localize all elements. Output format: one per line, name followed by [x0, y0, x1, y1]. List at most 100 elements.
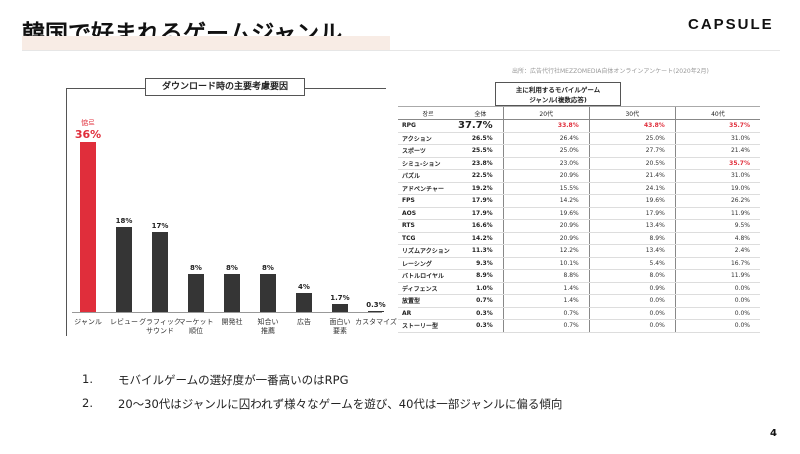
value-cell: 25.0%	[588, 132, 676, 145]
value-cell: 0.9%	[588, 282, 676, 295]
bar-category-label: 面白い 要素	[329, 318, 351, 335]
genre-cell: TCG	[398, 232, 458, 245]
title-divider	[22, 50, 780, 51]
table-row: ストーリー型 0.3% 0.7% 0.0% 0.0%	[398, 319, 760, 333]
value-cell: 37.7%	[458, 119, 504, 133]
bar-category-label: グラフィック サウンド	[139, 318, 181, 335]
value-cell: 11.3%	[458, 244, 504, 258]
value-cell: 0.0%	[674, 294, 760, 308]
value-cell: 19.6%	[588, 194, 676, 208]
table-row: TCG 14.2% 20.9% 8.9% 4.8%	[398, 232, 760, 245]
value-cell: 21.4%	[588, 169, 676, 183]
value-cell: 5.4%	[588, 257, 676, 270]
chart-bar	[80, 142, 96, 312]
chart-bar	[188, 274, 204, 312]
value-cell: 20.9%	[502, 232, 590, 245]
value-cell: 20.5%	[588, 157, 676, 170]
genre-cell: AOS	[398, 207, 458, 220]
value-cell: 0.0%	[674, 319, 760, 333]
value-cell: 22.5%	[458, 169, 504, 183]
value-cell: 23.0%	[502, 157, 590, 170]
table-header-row: 장르 全体 20代 30代 40代	[398, 106, 760, 120]
genre-cell: ディフェンス	[398, 282, 458, 295]
bar-category-label: 開発社	[221, 318, 243, 326]
bar-category-label: カスタマイズ	[355, 318, 397, 326]
table-row: AR 0.3% 0.7% 0.0% 0.0%	[398, 307, 760, 320]
value-cell: 0.0%	[588, 294, 676, 308]
table-caption: 主に利用するモバイルゲーム ジャンル(複数応答)	[495, 82, 621, 106]
bar-category-label: レビュー	[110, 318, 138, 326]
value-cell: 16.6%	[458, 219, 504, 233]
value-cell: 0.7%	[502, 319, 590, 333]
value-cell: 9.5%	[674, 219, 760, 233]
chart-bar	[368, 310, 384, 312]
genre-cell: 放置型	[398, 294, 458, 308]
bar-top-label: 惦르	[81, 119, 95, 127]
genre-cell: スポーツ	[398, 144, 458, 158]
genre-cell: アクション	[398, 132, 458, 145]
chart-left-rule	[66, 88, 67, 336]
bar-value-label: 8%	[262, 264, 274, 273]
value-cell: 4.8%	[674, 232, 760, 245]
value-cell: 8.9%	[458, 269, 504, 283]
bar-value-label: 18%	[115, 217, 133, 225]
value-cell: 17.9%	[458, 207, 504, 220]
value-cell: 43.8%	[588, 119, 676, 133]
note-text: モバイルゲームの選好度が一番高いのはRPG	[118, 373, 349, 387]
bar-value-label: 8%	[190, 264, 202, 273]
bar-category-label: 知合い 推薦	[257, 318, 279, 335]
table-column-header: 30代	[588, 106, 676, 120]
genre-cell: レーシング	[398, 257, 458, 270]
chart-bar	[152, 231, 168, 312]
value-cell: 0.3%	[458, 307, 504, 320]
table-row: バトルロイヤル 8.9% 8.8% 8.0% 11.9%	[398, 269, 760, 283]
table-row: シミュ-ション 23.8% 23.0% 20.5% 35.7%	[398, 157, 760, 170]
title-highlight-band	[22, 36, 390, 50]
value-cell: 20.9%	[502, 169, 590, 183]
table-row: 放置型 0.7% 1.4% 0.0% 0.0%	[398, 294, 760, 308]
value-cell: 0.0%	[588, 319, 676, 333]
value-cell: 2.4%	[674, 244, 760, 258]
value-cell: 1.4%	[502, 282, 590, 295]
value-cell: 20.9%	[502, 219, 590, 233]
download-factor-chart: ダウンロード時の主要考慮要因 36% 惦르 ジャンル 18% レビュー 17% グラフィック…	[66, 78, 397, 342]
value-cell: 23.8%	[458, 157, 504, 170]
value-cell: 1.0%	[458, 282, 504, 295]
value-cell: 24.1%	[588, 182, 676, 195]
table-body: RPG 37.7% 33.8% 43.8% 35.7% アクション 26.5% 26.4% 25…	[398, 119, 760, 333]
chart-title: ダウンロード時の主要考慮要因	[145, 78, 305, 96]
value-cell: 10.1%	[502, 257, 590, 270]
table-column-header: 20代	[502, 106, 590, 120]
table-column-header: 全体	[458, 106, 504, 120]
genre-cell: シミュ-ション	[398, 157, 458, 170]
table-row: アクション 26.5% 26.4% 25.0% 31.0%	[398, 132, 760, 145]
value-cell: 13.4%	[588, 244, 676, 258]
genre-cell: RPG	[398, 119, 458, 133]
bar-value-label: 36%	[74, 128, 102, 141]
value-cell: 0.3%	[458, 319, 504, 333]
value-cell: 14.2%	[458, 232, 504, 245]
table-row: アドベンチャー 19.2% 15.5% 24.1% 19.0%	[398, 182, 760, 195]
bar-category-label: マーケット 順位	[178, 318, 214, 335]
value-cell: 12.2%	[502, 244, 590, 258]
table-row: リズムアクション 11.3% 12.2% 13.4% 2.4%	[398, 244, 760, 258]
value-cell: 26.4%	[502, 132, 590, 145]
chart-bar	[332, 303, 348, 312]
value-cell: 16.7%	[674, 257, 760, 270]
genre-cell: バトルロイヤル	[398, 269, 458, 283]
value-cell: 17.9%	[458, 194, 504, 208]
value-cell: 31.0%	[674, 132, 760, 145]
chart-baseline	[72, 312, 382, 313]
value-cell: 11.9%	[674, 269, 760, 283]
genre-cell: ストーリー型	[398, 319, 458, 333]
table-row: レーシング 9.3% 10.1% 5.4% 16.7%	[398, 257, 760, 270]
table-row: AOS 17.9% 19.6% 17.9% 11.9%	[398, 207, 760, 220]
value-cell: 21.4%	[674, 144, 760, 158]
value-cell: 11.9%	[674, 207, 760, 220]
value-cell: 35.7%	[674, 157, 760, 170]
value-cell: 19.0%	[674, 182, 760, 195]
value-cell: 27.7%	[588, 144, 676, 158]
value-cell: 19.6%	[502, 207, 590, 220]
table-row: RPG 37.7% 33.8% 43.8% 35.7%	[398, 119, 760, 133]
genre-cell: リズムアクション	[398, 244, 458, 258]
